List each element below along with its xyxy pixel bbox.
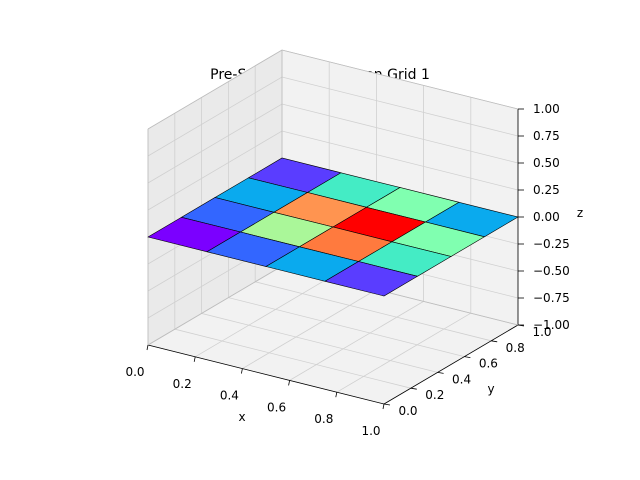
y-tick-mark	[464, 356, 471, 358]
x-tick-label: 0.8	[314, 412, 333, 426]
x-tick-mark	[335, 392, 338, 398]
z-ticks: −1.00 −0.75 −0.50 −0.25 0.00 0.25 0.50 0.75 1.00	[518, 102, 570, 332]
x-tick-mark	[146, 344, 149, 351]
x-tick-label: 0.4	[220, 389, 239, 403]
surface-cells	[147, 157, 519, 297]
x-tick-mark	[193, 356, 196, 362]
surface-cell	[324, 261, 419, 297]
z-tick-label: 1.00	[533, 102, 560, 116]
y-tick-label: 0.2	[425, 388, 444, 402]
x-tick-label: 0.0	[125, 365, 144, 379]
z-tick-label: −1.00	[533, 318, 570, 332]
x-tick-mark	[241, 368, 243, 374]
x-ticks: 0.0 0.2 0.4 0.6 0.8 1.0	[125, 344, 385, 438]
y-axis-line	[383, 324, 519, 405]
z-tick-label: −0.75	[533, 291, 570, 305]
y-tick-label: 0.8	[506, 341, 525, 355]
y-tick-mark	[437, 372, 444, 374]
y-tick-label: 0.4	[452, 372, 471, 386]
z-tick-label: 0.25	[533, 183, 560, 197]
y-tick-label: 1.0	[532, 325, 551, 339]
x-tick-mark	[288, 380, 290, 386]
y-ticks: 0.0 0.2 0.4 0.6 0.8 1.0	[383, 324, 552, 418]
y-tick-mark	[410, 387, 417, 390]
x-tick-label: 1.0	[361, 424, 380, 438]
z-tick-label: −0.25	[533, 237, 570, 251]
x-axis-line	[147, 344, 385, 405]
x-axis-label: x	[238, 410, 245, 424]
y-tick-label: 0.0	[398, 404, 417, 418]
y-axis-label: y	[487, 382, 494, 396]
z-tick-label: 0.75	[533, 129, 560, 143]
z-tick-label: 0.50	[533, 156, 560, 170]
z-tick-label: −0.50	[533, 264, 570, 278]
x-tick-label: 0.6	[267, 400, 286, 414]
y-tick-mark	[383, 403, 391, 406]
z-axis-label: z	[577, 206, 583, 220]
x-tick-mark	[382, 403, 385, 410]
y-tick-label: 0.6	[479, 357, 498, 371]
z-tick-label: 0.00	[533, 210, 560, 224]
x-tick-label: 0.2	[173, 377, 192, 391]
y-tick-mark	[491, 340, 498, 343]
